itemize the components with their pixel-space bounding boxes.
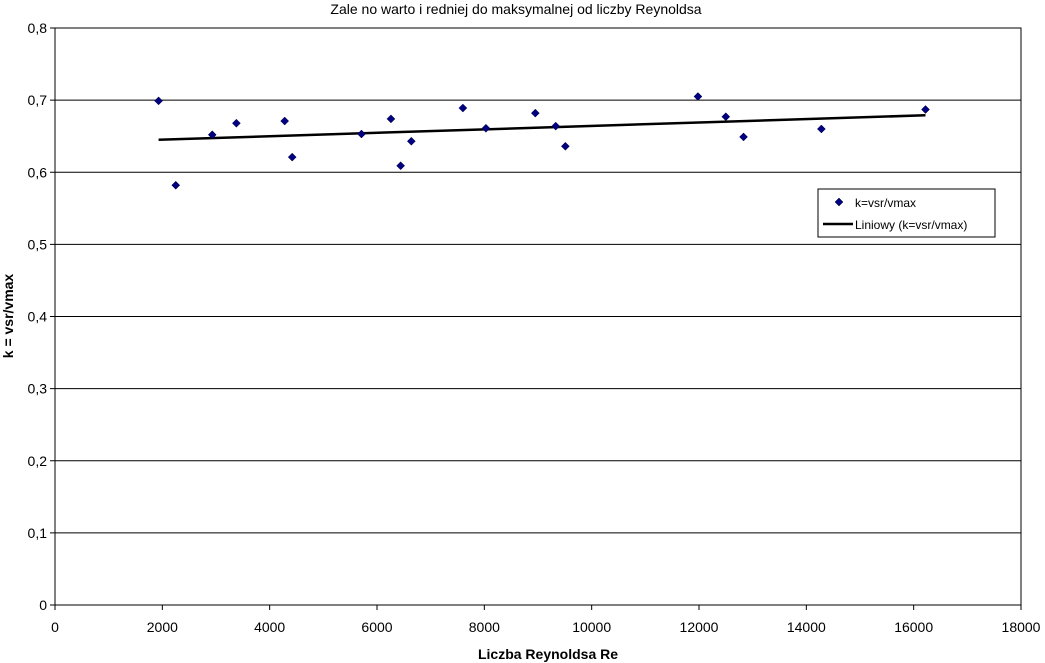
y-axis: 0 0,1 0,2 0,3 0,4 0,5 0,6 0,7 0,8 <box>28 20 55 613</box>
data-points <box>154 92 930 190</box>
data-point <box>551 121 561 131</box>
data-point <box>171 180 181 190</box>
x-tick-label: 12000 <box>680 619 719 635</box>
x-tick-label: 0 <box>51 619 59 635</box>
trendline-segment <box>158 114 926 142</box>
y-tick-label: 0,7 <box>28 92 48 108</box>
legend: k=vsr/vmax Liniowy (k=vsr/vmax) <box>817 188 996 238</box>
x-axis: 0 2000 4000 6000 8000 10000 12000 14000 16000 180… <box>51 605 1041 635</box>
data-point <box>739 132 748 142</box>
data-point <box>396 161 405 171</box>
data-point <box>693 92 703 101</box>
data-point <box>280 116 290 126</box>
x-tick-label: 6000 <box>361 619 392 635</box>
data-point <box>817 124 826 134</box>
x-tick-label: 16000 <box>894 619 933 635</box>
data-point <box>154 96 163 106</box>
data-point <box>357 129 366 139</box>
y-axis-label: k = vsr/vmax <box>0 274 16 359</box>
data-point <box>921 105 930 114</box>
x-tick-label: 18000 <box>1002 619 1041 635</box>
data-point <box>232 118 241 128</box>
x-axis-label: Liczba Reynoldsa Re <box>478 646 618 662</box>
x-tick-label: 14000 <box>787 619 826 635</box>
legend-box <box>817 188 996 238</box>
y-tick-label: 0,5 <box>28 236 48 252</box>
y-tick-label: 0 <box>39 597 47 613</box>
y-tick-label: 0,2 <box>28 453 48 469</box>
data-point <box>530 108 540 118</box>
y-tick-label: 0,8 <box>28 20 48 36</box>
y-tick-label: 0,3 <box>28 381 48 397</box>
x-tick-label: 2000 <box>147 619 178 635</box>
x-tick-label: 4000 <box>254 619 285 635</box>
data-point <box>287 152 297 162</box>
data-point <box>721 112 731 122</box>
data-point <box>458 103 468 113</box>
x-tick-label: 10000 <box>572 619 611 635</box>
y-tick-label: 0,1 <box>28 525 48 541</box>
data-point <box>406 136 416 146</box>
legend-label-trend: Liniowy (k=vsr/vmax) <box>855 218 967 232</box>
grid <box>55 99 1021 534</box>
x-tick-label: 8000 <box>469 619 500 635</box>
y-tick-label: 0,4 <box>28 309 48 325</box>
legend-label-scatter: k=vsr/vmax <box>855 196 916 210</box>
data-point <box>481 123 491 133</box>
data-point <box>386 114 396 124</box>
y-tick-label: 0,6 <box>28 164 48 180</box>
legend-diamond-icon <box>834 197 844 207</box>
data-point <box>207 130 217 140</box>
chart-title: Zale no warto i redniej do maksymalnej o… <box>330 1 701 17</box>
data-point <box>561 141 570 151</box>
trendline <box>158 114 926 142</box>
